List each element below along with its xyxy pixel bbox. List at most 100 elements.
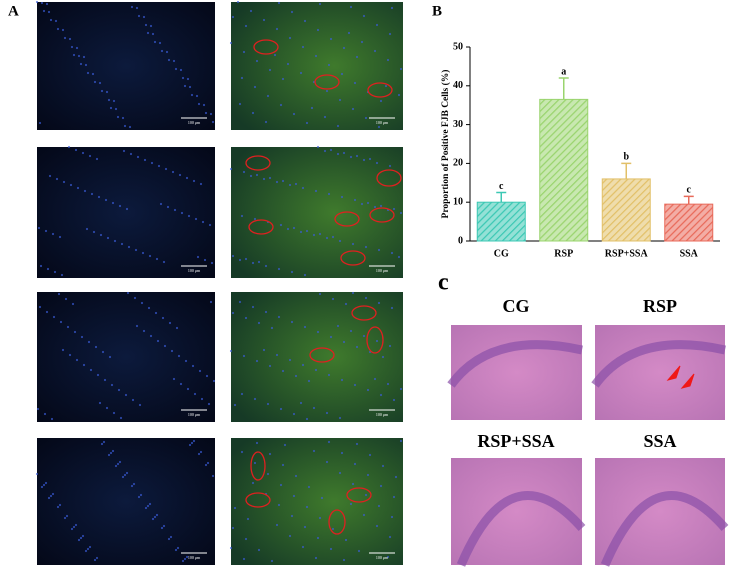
histology-image bbox=[451, 325, 582, 420]
nucleus bbox=[88, 154, 92, 158]
nucleus bbox=[38, 121, 42, 125]
nucleus bbox=[340, 451, 344, 455]
nucleus bbox=[186, 387, 190, 391]
nucleus bbox=[379, 484, 383, 488]
nucleus bbox=[342, 340, 346, 344]
nucleus bbox=[292, 412, 296, 416]
highlight-circle bbox=[245, 492, 271, 508]
nucleus bbox=[107, 98, 111, 102]
x-tick-label: CG bbox=[494, 248, 509, 259]
nucleus bbox=[399, 211, 403, 215]
nucleus bbox=[360, 40, 364, 44]
nucleus bbox=[399, 387, 403, 391]
nucleus bbox=[325, 89, 329, 93]
nucleus bbox=[211, 474, 215, 478]
nucleus bbox=[148, 502, 152, 506]
nucleus bbox=[108, 355, 112, 359]
panel-label: B bbox=[432, 3, 442, 19]
nucleus bbox=[48, 174, 52, 178]
nucleus bbox=[124, 393, 128, 397]
nucleus bbox=[173, 208, 177, 212]
nucleus bbox=[266, 472, 270, 476]
nucleus bbox=[347, 31, 351, 35]
nucleus bbox=[305, 505, 309, 509]
nucleus bbox=[362, 14, 366, 18]
significance-letter: b bbox=[623, 152, 629, 163]
nucleus bbox=[242, 354, 246, 358]
nucleus bbox=[97, 195, 101, 199]
nucleus bbox=[305, 121, 309, 125]
nucleus bbox=[118, 460, 122, 464]
nucleus bbox=[201, 220, 205, 224]
highlight-circle bbox=[376, 169, 402, 187]
nucleus bbox=[255, 59, 259, 63]
highlight-circle bbox=[366, 326, 384, 354]
nucleus bbox=[170, 349, 174, 353]
nucleus bbox=[131, 398, 135, 402]
highlight-circle bbox=[248, 219, 274, 235]
nucleus bbox=[290, 320, 294, 324]
y-tick-label: 40 bbox=[453, 80, 463, 91]
nucleus bbox=[47, 10, 51, 14]
nucleus bbox=[35, 472, 39, 476]
nucleus bbox=[207, 402, 211, 406]
nucleus bbox=[268, 452, 272, 456]
nucleus bbox=[268, 68, 272, 72]
nucleus bbox=[159, 202, 163, 206]
highlight-circle bbox=[328, 509, 346, 535]
nucleus bbox=[312, 449, 316, 453]
nucleus bbox=[397, 255, 401, 259]
nucleus bbox=[349, 502, 353, 506]
nucleus bbox=[386, 58, 390, 62]
nucleus bbox=[388, 535, 392, 539]
nucleus bbox=[266, 94, 270, 98]
nucleus bbox=[193, 392, 197, 396]
nucleus bbox=[151, 32, 155, 36]
nucleus bbox=[111, 449, 115, 453]
nucleus bbox=[185, 555, 189, 559]
nucleus bbox=[249, 9, 253, 13]
nucleus bbox=[109, 106, 113, 110]
nucleus bbox=[379, 393, 383, 397]
nucleus bbox=[87, 340, 91, 344]
nucleus bbox=[229, 167, 233, 171]
micrograph bbox=[231, 2, 403, 130]
nucleus bbox=[141, 251, 145, 255]
cell-layer bbox=[591, 340, 726, 388]
scale-bar-label: 100 μm bbox=[188, 412, 201, 417]
nucleus bbox=[353, 462, 357, 466]
nucleus bbox=[310, 106, 314, 110]
nucleus bbox=[325, 236, 329, 240]
nucleus bbox=[42, 9, 46, 13]
nucleus bbox=[279, 223, 283, 227]
highlight-circle bbox=[334, 211, 360, 227]
scale-bar-label: 100 μm bbox=[188, 268, 201, 273]
highlight-circle bbox=[253, 39, 279, 55]
nucleus bbox=[351, 242, 355, 246]
nucleus bbox=[292, 112, 296, 116]
nucleus bbox=[251, 111, 255, 115]
nucleus bbox=[144, 23, 148, 27]
nucleus bbox=[111, 201, 115, 205]
nucleus bbox=[329, 37, 333, 41]
nucleus bbox=[364, 296, 368, 300]
nucleus bbox=[277, 503, 281, 507]
nucleus bbox=[84, 549, 88, 553]
nucleus bbox=[340, 195, 344, 199]
nucleus bbox=[39, 264, 43, 268]
nucleus bbox=[262, 18, 266, 22]
nucleus bbox=[277, 267, 281, 271]
nucleus bbox=[44, 481, 48, 485]
nucleus bbox=[325, 460, 329, 464]
nucleus bbox=[165, 50, 169, 54]
nucleus bbox=[238, 300, 242, 304]
nucleus bbox=[36, 407, 40, 411]
nucleus bbox=[202, 103, 206, 107]
nucleus bbox=[349, 155, 353, 159]
scale-bar-label: 100 μm bbox=[188, 120, 201, 125]
nucleus bbox=[231, 15, 235, 19]
nucleus bbox=[327, 373, 331, 377]
y-tick-label: 30 bbox=[453, 119, 463, 130]
nucleus bbox=[195, 94, 199, 98]
nucleus bbox=[375, 161, 379, 165]
